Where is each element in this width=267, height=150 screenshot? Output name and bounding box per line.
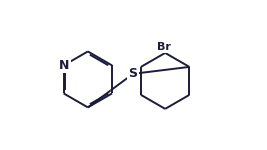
Text: Br: Br <box>158 42 171 52</box>
Text: S: S <box>128 67 138 80</box>
Text: S: S <box>128 67 138 80</box>
Text: N: N <box>59 59 70 72</box>
Text: N: N <box>59 59 70 72</box>
Text: Br: Br <box>158 42 171 52</box>
